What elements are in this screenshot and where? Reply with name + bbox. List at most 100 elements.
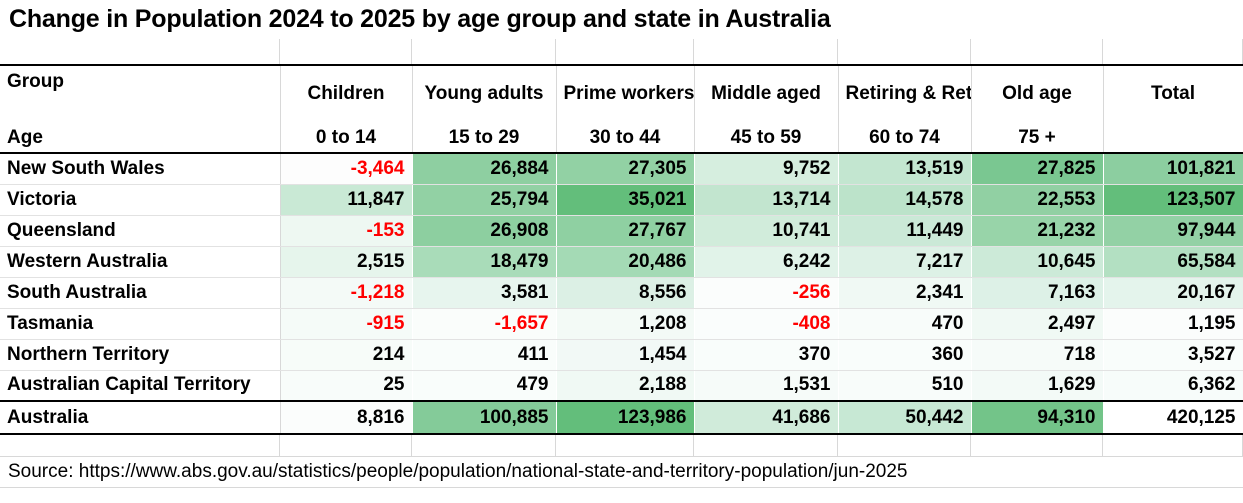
cell-value: 20,486 xyxy=(556,246,695,278)
cell-value: 10,741 xyxy=(694,215,839,247)
source-text: Source: https://www.abs.gov.au/statistic… xyxy=(8,461,908,482)
total-cell-value: 420,125 xyxy=(1103,400,1243,435)
header-age-prime-workers: 30 to 44 xyxy=(556,123,695,154)
cell-value: 18,479 xyxy=(412,246,557,278)
table-row: Tasmania -915 -1,657 1,208 -408 470 2,49… xyxy=(0,308,1243,340)
total-cell-value: 123,986 xyxy=(556,400,695,435)
cell-value: 2,515 xyxy=(280,246,413,278)
cell-value: 2,188 xyxy=(556,370,695,402)
cell-value: 27,305 xyxy=(556,153,695,185)
cell-value: -256 xyxy=(694,277,839,309)
table-total-row: Australia 8,816 100,885 123,986 41,686 5… xyxy=(0,400,1243,435)
table-row: South Australia -1,218 3,581 8,556 -256 … xyxy=(0,277,1243,309)
cell-value: 25 xyxy=(280,370,413,402)
cell-value: -1,657 xyxy=(412,308,557,340)
gridline-cell xyxy=(412,39,556,64)
cell-value: -1,218 xyxy=(280,277,413,309)
table-row: Western Australia 2,515 18,479 20,486 6,… xyxy=(0,246,1243,278)
cell-value: -3,464 xyxy=(280,153,413,185)
gridline-cell xyxy=(556,39,694,64)
spacer-row-top xyxy=(0,39,1243,64)
cell-value: 3,527 xyxy=(1103,339,1243,371)
cell-value: 214 xyxy=(280,339,413,371)
cell-value: 6,242 xyxy=(694,246,839,278)
cell-value: 479 xyxy=(412,370,557,402)
table-row: Victoria 11,847 25,794 35,021 13,714 14,… xyxy=(0,184,1243,216)
header-age-old-age: 75 + xyxy=(971,123,1104,154)
header-group-label: Group xyxy=(0,64,281,123)
row-label: Western Australia xyxy=(0,246,281,278)
total-cell-value: 100,885 xyxy=(412,400,557,435)
gridline-cell xyxy=(556,435,694,456)
gridline-cell xyxy=(971,435,1103,456)
spacer-row-bottom xyxy=(0,435,1243,456)
header-age-young-adults: 15 to 29 xyxy=(412,123,557,154)
cell-value: 8,556 xyxy=(556,277,695,309)
gridline-cell xyxy=(1103,39,1243,64)
cell-value: 411 xyxy=(412,339,557,371)
gridline-cell xyxy=(838,39,971,64)
header-total: Total xyxy=(1103,64,1243,123)
gridline-cell xyxy=(971,39,1103,64)
cell-value: 7,163 xyxy=(971,277,1104,309)
row-label: Northern Territory xyxy=(0,339,281,371)
cell-value: 2,341 xyxy=(838,277,972,309)
table-row: Australian Capital Territory 25 479 2,18… xyxy=(0,370,1243,402)
cell-value: 20,167 xyxy=(1103,277,1243,309)
header-children: Children xyxy=(280,64,413,123)
gridline-cell xyxy=(0,39,280,64)
row-label: Victoria xyxy=(0,184,281,216)
cell-value: 718 xyxy=(971,339,1104,371)
header-age-total xyxy=(1103,123,1243,154)
row-label: Queensland xyxy=(0,215,281,247)
cell-value: 510 xyxy=(838,370,972,402)
cell-value: 1,208 xyxy=(556,308,695,340)
total-cell-value: 94,310 xyxy=(971,400,1104,435)
cell-value: 13,519 xyxy=(838,153,972,185)
row-label: Australian Capital Territory xyxy=(0,370,281,402)
header-age-middle-aged: 45 to 59 xyxy=(694,123,839,154)
table-row: Northern Territory 214 411 1,454 370 360… xyxy=(0,339,1243,371)
header-row-ages: Age 0 to 14 15 to 29 30 to 44 45 to 59 6… xyxy=(0,123,1243,154)
header-retiring-retired: Retiring & Retired xyxy=(838,64,972,123)
cell-value: 1,195 xyxy=(1103,308,1243,340)
cell-value: 1,454 xyxy=(556,339,695,371)
population-change-table: Group Children Young adults Prime worker… xyxy=(0,64,1243,435)
gridline-cell xyxy=(280,435,412,456)
cell-value: 101,821 xyxy=(1103,153,1243,185)
cell-value: 10,645 xyxy=(971,246,1104,278)
row-label: New South Wales xyxy=(0,153,281,185)
gridline-cell xyxy=(838,435,971,456)
cell-value: -153 xyxy=(280,215,413,247)
page-title: Change in Population 2024 to 2025 by age… xyxy=(9,4,831,33)
header-prime-workers: Prime workers xyxy=(556,64,695,123)
row-label: Tasmania xyxy=(0,308,281,340)
gridline-cell xyxy=(412,435,556,456)
cell-value: 370 xyxy=(694,339,839,371)
cell-value: 2,497 xyxy=(971,308,1104,340)
header-middle-aged: Middle aged xyxy=(694,64,839,123)
cell-value: 3,581 xyxy=(412,277,557,309)
cell-value: 21,232 xyxy=(971,215,1104,247)
cell-value: 11,449 xyxy=(838,215,972,247)
gridline-cell xyxy=(1103,435,1243,456)
table-row: Queensland -153 26,908 27,767 10,741 11,… xyxy=(0,215,1243,247)
gridline-cell xyxy=(694,39,838,64)
title-row: Change in Population 2024 to 2025 by age… xyxy=(0,0,1243,39)
gridline-cell xyxy=(0,435,280,456)
cell-value: 1,629 xyxy=(971,370,1104,402)
cell-value: 7,217 xyxy=(838,246,972,278)
row-label: South Australia xyxy=(0,277,281,309)
cell-value: 27,767 xyxy=(556,215,695,247)
cell-value: 11,847 xyxy=(280,184,413,216)
gridline-cell xyxy=(280,39,412,64)
header-age-retiring-retired: 60 to 74 xyxy=(838,123,972,154)
cell-value: 65,584 xyxy=(1103,246,1243,278)
cell-value: -915 xyxy=(280,308,413,340)
header-age-label: Age xyxy=(0,123,281,154)
cell-value: 35,021 xyxy=(556,184,695,216)
cell-value: 26,908 xyxy=(412,215,557,247)
header-young-adults: Young adults xyxy=(412,64,557,123)
table-row: New South Wales -3,464 26,884 27,305 9,7… xyxy=(0,153,1243,185)
